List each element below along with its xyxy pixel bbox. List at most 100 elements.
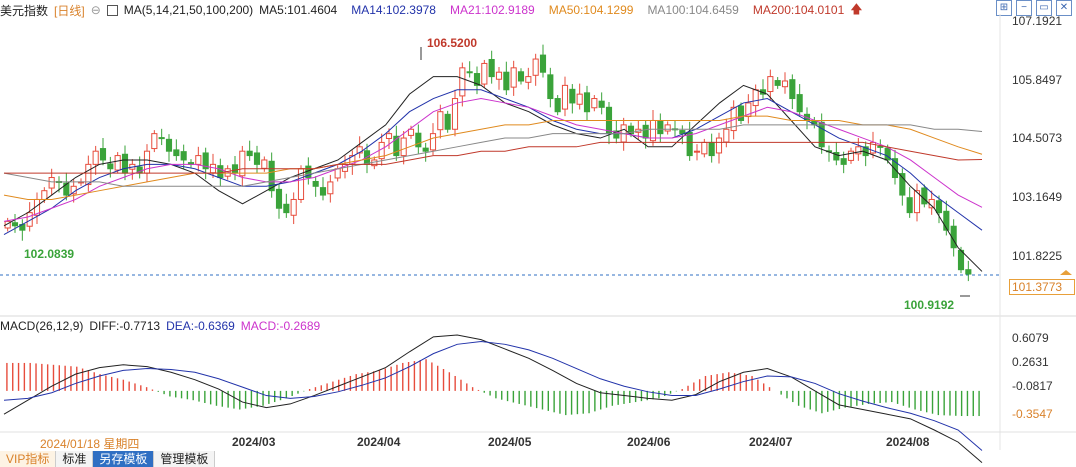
candle-body xyxy=(576,93,583,105)
candle-body xyxy=(818,121,825,148)
candle-body xyxy=(495,71,503,80)
candle-body xyxy=(679,130,686,135)
candle-body xyxy=(85,163,92,186)
candle-body xyxy=(356,146,363,154)
window-controls: ⊞ − ▭ ✕ xyxy=(996,0,1072,16)
ma-line-ma50 xyxy=(3,115,983,200)
candle-body xyxy=(664,124,671,132)
candle-body xyxy=(400,137,407,157)
candle-body xyxy=(202,152,209,170)
candle-body xyxy=(488,58,495,78)
candle-body xyxy=(891,158,899,179)
macd-dea-line xyxy=(3,341,983,451)
hover-date: 2024/01/18 星期四 xyxy=(40,437,140,451)
toolbar-tab-0[interactable]: VIP指标 xyxy=(0,451,57,467)
candle-body xyxy=(481,62,488,85)
macd-diff: DIFF:-0.7713 xyxy=(89,319,161,333)
ma-icon[interactable] xyxy=(106,4,118,16)
price-tick: 107.1921 xyxy=(1012,14,1063,28)
candle-body xyxy=(165,138,173,152)
candle-body xyxy=(686,131,693,157)
candle-body xyxy=(290,198,297,216)
candle-body xyxy=(510,67,517,88)
ma-line-ma14 xyxy=(3,89,983,236)
candle-body xyxy=(114,155,121,171)
candle-body xyxy=(693,150,701,153)
candle-body xyxy=(437,111,444,131)
toolbar-tab-3[interactable]: 管理模板 xyxy=(154,451,216,467)
candle-body xyxy=(451,98,459,130)
candle-body xyxy=(591,98,598,109)
candle-body xyxy=(642,124,649,139)
current-price-marker xyxy=(1060,270,1072,276)
candle-body xyxy=(158,137,165,140)
ma-value-3: MA50:104.1299 xyxy=(548,3,634,17)
restore-icon[interactable]: ▭ xyxy=(1036,0,1052,16)
ma-values: MA5:101.4604 MA14:102.3978 MA21:102.9189 MA… xyxy=(259,3,844,17)
candle-body xyxy=(789,79,796,100)
candle-body xyxy=(107,163,114,170)
macd-tick: 0.2631 xyxy=(1012,355,1049,369)
price-tick: 103.1649 xyxy=(1012,190,1063,204)
instrument-title: 美元指数 xyxy=(0,3,49,18)
candle-body xyxy=(312,180,319,187)
minus-icon[interactable]: − xyxy=(1016,0,1032,16)
candle-body xyxy=(195,155,202,165)
high-annotation: 106.5200 xyxy=(427,36,477,50)
candle-body xyxy=(422,147,429,152)
candle-body xyxy=(239,150,246,177)
candle-body xyxy=(833,152,840,161)
candle-body xyxy=(583,92,591,113)
candle-body xyxy=(840,158,847,165)
candle-body xyxy=(407,128,415,136)
macd-tick: 0.6079 xyxy=(1012,331,1049,345)
candle-body xyxy=(796,94,803,113)
price-tick: 104.5073 xyxy=(1012,131,1063,145)
candle-body xyxy=(752,89,759,107)
ma-params: MA(5,14,21,50,100,200) xyxy=(123,3,254,17)
candle-body xyxy=(41,190,48,200)
period-label[interactable]: [日线] xyxy=(54,3,85,18)
candle-body xyxy=(253,152,261,165)
candle-body xyxy=(855,146,862,155)
current-price-tag: 101.3773 xyxy=(1009,279,1075,295)
candle-body xyxy=(283,203,290,214)
settings-icon[interactable]: ⊖ xyxy=(90,3,101,17)
candle-body xyxy=(554,98,561,113)
main-legend: 美元指数 [日线] ⊖ MA(5,14,21,50,100,200) MA5:1… xyxy=(0,2,863,18)
candle-body xyxy=(877,145,884,148)
candle-body xyxy=(847,150,855,161)
candle-body xyxy=(92,150,99,165)
toolbar-tab-2[interactable]: 另存模板 xyxy=(93,451,155,467)
candle-body xyxy=(385,133,393,139)
candle-body xyxy=(11,222,19,227)
macd-value: MACD:-0.2689 xyxy=(240,319,321,333)
macd-params: MACD(26,12,9) xyxy=(0,319,84,333)
price-tick: 101.8225 xyxy=(1012,249,1063,263)
candle-body xyxy=(935,200,943,214)
x-tick: 2024/07 xyxy=(749,435,793,449)
candle-body xyxy=(906,197,913,214)
candle-body xyxy=(246,150,253,157)
low-left-annotation: 102.0839 xyxy=(24,247,74,261)
macd-tick: -0.0817 xyxy=(1012,379,1053,393)
candle-body xyxy=(708,141,715,157)
close-icon[interactable]: ✕ xyxy=(1056,0,1072,16)
ma-line-ma100 xyxy=(3,124,983,187)
macd-legend: MACD(26,12,9) DIFF:-0.7713 DEA:-0.6369 M… xyxy=(0,319,320,333)
candle-body xyxy=(781,80,789,88)
candle-body xyxy=(913,190,921,214)
x-tick: 2024/06 xyxy=(627,435,671,449)
candle-body xyxy=(561,84,569,110)
ma-value-2: MA21:102.9189 xyxy=(449,3,535,17)
toolbar-tab-1[interactable]: 标准 xyxy=(56,451,94,467)
expand-icon[interactable]: ⊞ xyxy=(996,0,1012,16)
x-tick: 2024/05 xyxy=(488,435,532,449)
candle-body xyxy=(99,148,107,161)
ma-line-ma5 xyxy=(3,76,983,272)
candle-body xyxy=(774,80,781,86)
candle-body xyxy=(63,182,70,196)
candle-body xyxy=(466,71,473,74)
candle-body xyxy=(767,76,774,93)
